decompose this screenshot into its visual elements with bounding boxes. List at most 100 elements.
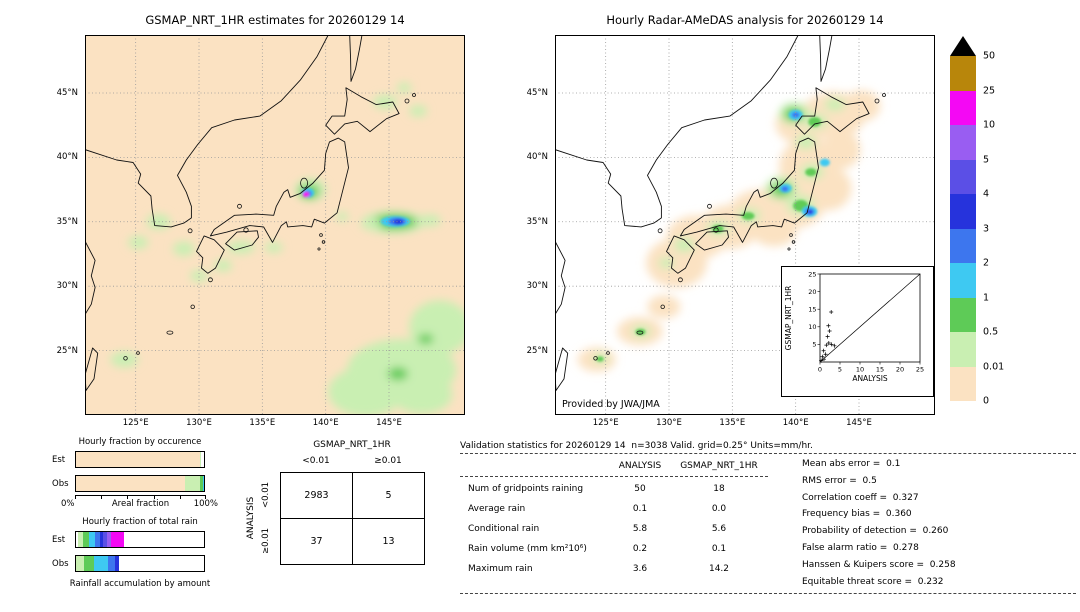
colorbar-segment	[950, 125, 976, 160]
precip-blob	[805, 168, 817, 177]
bar-segment	[95, 532, 100, 547]
inset-x-tick: 5	[838, 366, 842, 374]
validation-metric: RMS error = 0.5	[802, 475, 877, 486]
contingency-cell: 5	[352, 472, 425, 519]
precip-blob	[335, 212, 349, 222]
grid-layer	[555, 35, 935, 415]
scatter-point	[829, 342, 834, 347]
areal-fraction-axis	[75, 495, 206, 499]
bar-segment	[76, 476, 185, 491]
bar-segment	[200, 476, 203, 491]
validation-metric: Probability of detection = 0.260	[802, 526, 949, 537]
bar-row-label: Est	[52, 454, 66, 465]
fraction-bar	[75, 475, 205, 492]
stats-table-row: Num of gridpoints raining 50 18	[468, 484, 725, 494]
lat-tick-label: 45°N	[526, 87, 548, 98]
precip-blob	[418, 214, 441, 227]
bar-segment	[102, 532, 107, 547]
precip-blob	[226, 241, 255, 254]
divider	[460, 476, 768, 477]
col-label-lt: <0.01	[302, 456, 330, 466]
precip-blob	[751, 215, 797, 247]
lat-tick-label: 25°N	[56, 345, 78, 356]
contingency-column-labels: <0.01 ≥0.01	[280, 456, 424, 466]
bar-segment	[115, 556, 120, 571]
lon-tick-label: 125°E	[122, 418, 149, 428]
bar-segment	[76, 532, 78, 547]
bar-segment	[202, 476, 204, 491]
scatter-point	[829, 310, 834, 315]
lon-tick-label: 135°E	[249, 418, 276, 428]
colorbar-segment	[950, 228, 976, 263]
divider	[460, 593, 1076, 595]
bar-segment	[201, 452, 204, 467]
precip-blob	[397, 82, 412, 93]
bar-segment	[89, 532, 96, 547]
bar-segment	[107, 556, 116, 571]
occurrence-panel-title: Hourly fraction by occurence	[78, 437, 202, 447]
scatter-point	[823, 352, 828, 357]
bar-segment	[123, 532, 204, 547]
gsmap-column-header: GSMAP_NRT_1HR	[680, 460, 758, 471]
scatter-point	[824, 343, 829, 348]
bar-segment	[83, 556, 94, 571]
validation-metric: Mean abs error = 0.1	[802, 459, 901, 469]
analysis-column-header: ANALYSIS	[618, 460, 662, 471]
fraction-panels: Hourly fraction by occurence Est Obs 0% A…	[52, 437, 228, 589]
gsmap-estimates-map-canvas	[84, 34, 465, 415]
colorbar-segment	[950, 159, 976, 194]
colorbar-tick-label: 10	[983, 119, 996, 131]
bar-row-label: Obs	[52, 478, 69, 489]
colorbar-segment	[950, 194, 976, 229]
row-label-ge: ≥0.01	[261, 527, 271, 555]
lon-tick-label: 130°E	[186, 418, 212, 428]
lon-tick-label: 135°E	[719, 418, 746, 428]
lat-tick-label: 35°N	[526, 216, 548, 227]
left-map-title: GSMAP_NRT_1HR estimates for 20260129 14	[145, 13, 405, 27]
validation-metric: False alarm ratio = 0.278	[802, 542, 919, 553]
inset-scatter-canvas: 0 5 5 10 10 15 15 20 20 25 25 ANALYSIS GSMAP_NRT_1HR	[784, 270, 924, 383]
inset-y-tick: 25	[808, 270, 816, 278]
lon-tick-label: 145°E	[846, 418, 872, 428]
scatter-point	[826, 340, 831, 345]
total-rain-bars: Est Obs	[52, 531, 228, 572]
bar-segment	[83, 532, 90, 547]
inset-x-tick: 15	[876, 366, 884, 374]
precip-blob	[842, 90, 881, 122]
precip-blob	[409, 105, 427, 117]
bar-segment	[106, 532, 112, 547]
scatter-point	[819, 358, 824, 363]
precip-blob	[387, 367, 408, 381]
precip-blob	[391, 375, 453, 414]
colorbar-tick-label: 2	[983, 257, 990, 269]
bar-segment	[99, 532, 103, 547]
inset-x-tick: 20	[896, 366, 904, 374]
precip-blob	[819, 158, 830, 167]
gsmap-estimates-map: 125°E 130°E 135°E 140°E 145°E 45°N 40°N 35°N 30°…	[57, 34, 465, 427]
bar-segment	[199, 452, 202, 467]
colorbar-tick-label: 0	[983, 395, 990, 407]
lat-tick-label: 30°N	[56, 280, 78, 291]
inset-y-tick: 15	[808, 306, 816, 314]
inset-y-tick: 10	[808, 323, 816, 331]
precip-blob	[822, 130, 861, 169]
colorbar-tick-label: 5	[983, 153, 990, 165]
fraction-bar	[75, 555, 205, 572]
fraction-bar	[75, 451, 205, 468]
divider	[460, 453, 1076, 454]
precip-blob	[808, 117, 821, 127]
inset-xlabel: ANALYSIS	[852, 374, 888, 383]
precip-blob	[658, 257, 675, 269]
radar-amedas-map: 0 5 5 10 10 15 15 20 20 25 25 ANALYSIS GSMAP_NRT_1HR…	[527, 34, 935, 427]
validation-metric: Hanssen & Kuipers score = 0.258	[802, 559, 956, 570]
fraction-bar-row: Obs	[52, 475, 228, 492]
grid-layer	[85, 35, 465, 415]
validation-metric: Correlation coeff = 0.327	[802, 492, 919, 503]
validation-metric: Frequency bias = 0.360	[802, 509, 912, 520]
colorbar-overflow-triangle	[950, 36, 976, 56]
inset-ylabel: GSMAP_NRT_1HR	[784, 286, 793, 351]
validation-statistics-title: Validation statistics for 20260129 14 n=…	[460, 441, 813, 451]
axis-title: Areal fraction	[111, 499, 170, 509]
precip-blob	[674, 237, 695, 253]
precip-blob	[302, 191, 310, 198]
